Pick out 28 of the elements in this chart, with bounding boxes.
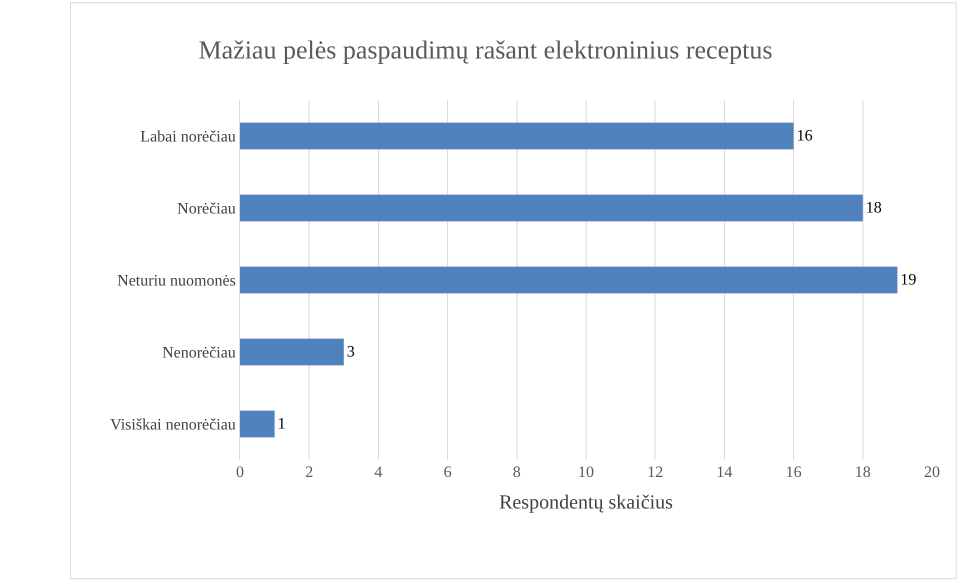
data-label: 19 [900, 272, 916, 288]
x-tick-label: 4 [374, 464, 382, 481]
x-tick-label: 0 [236, 464, 244, 481]
data-label: 3 [346, 344, 355, 360]
x-tick-label: 8 [512, 464, 521, 481]
x-tick-label: 18 [854, 464, 871, 481]
bar [240, 122, 794, 150]
x-tick-label: 16 [786, 464, 802, 481]
y-tick-label: Nenorėčiau [162, 344, 236, 362]
data-label: 18 [866, 200, 882, 216]
x-tick-label: 14 [716, 464, 732, 481]
y-tick-label: Visiškai nenorėčiau [110, 416, 236, 434]
x-axis-title: Respondentų skaičius [499, 492, 674, 514]
data-label: 1 [278, 416, 286, 432]
x-tick-label: 20 [924, 464, 940, 481]
data-label: 16 [796, 128, 813, 144]
x-tick-label: 10 [578, 464, 594, 481]
x-tick-label: 6 [444, 464, 452, 481]
bar [240, 410, 275, 438]
y-tick-label: Neturiu nuomonės [117, 272, 236, 290]
y-tick-label: Norėčiau [177, 200, 236, 218]
x-tick-label: 12 [647, 464, 664, 481]
bar [240, 266, 898, 294]
chart-title: Mažiau pelės paspaudimų rašant elektroninius receptus [198, 35, 772, 64]
y-tick-label: Labai norėčiau [140, 128, 236, 146]
bar [240, 194, 863, 222]
x-tick-label: 2 [305, 464, 314, 481]
bar [240, 338, 344, 366]
